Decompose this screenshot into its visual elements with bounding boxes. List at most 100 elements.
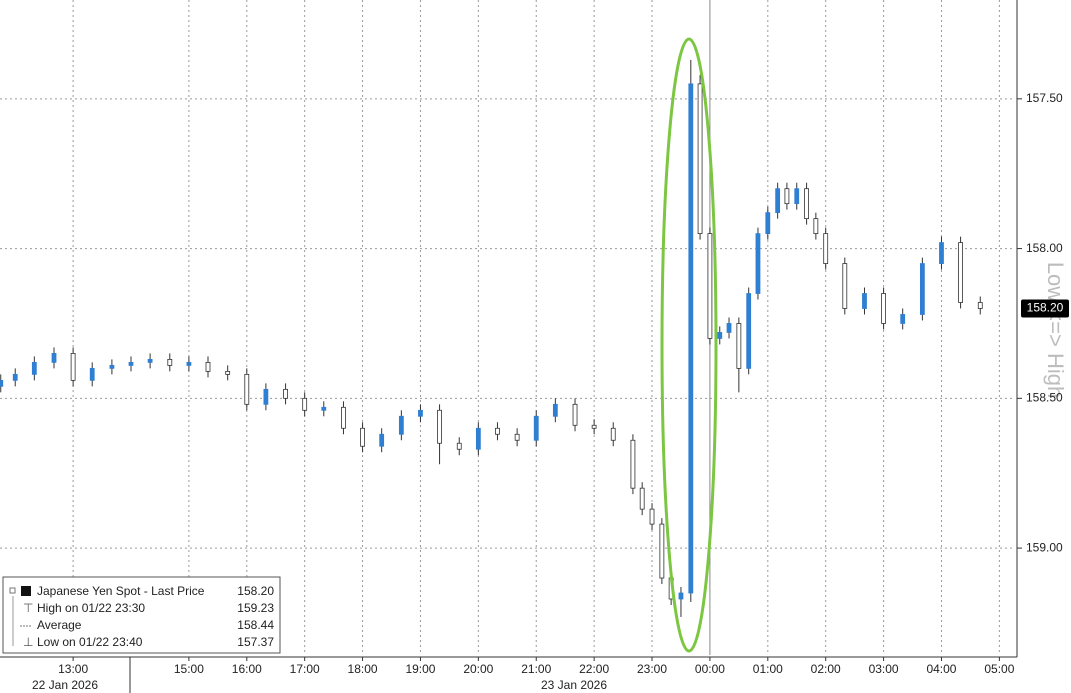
- x-tick-label: 19:00: [405, 662, 435, 676]
- candle-body: [765, 212, 771, 235]
- grid: [0, 0, 1015, 655]
- legend-icon: [21, 586, 31, 596]
- candle-body: [70, 353, 76, 381]
- x-tick-label: 15:00: [174, 662, 204, 676]
- candle-body: [939, 242, 944, 264]
- candle-body: [89, 367, 95, 381]
- legend-value: 158.20: [237, 584, 274, 598]
- candle-body: [552, 403, 558, 417]
- candle-body: [379, 433, 385, 447]
- x-tick-label: 23:00: [637, 662, 667, 676]
- y-tick-label: 158.00: [1026, 241, 1063, 255]
- x-tick-label: 00:00: [695, 662, 725, 676]
- last-price-label: 158.20: [1027, 301, 1064, 315]
- candle-body: [244, 373, 250, 405]
- date-label: 23 Jan 2026: [541, 678, 607, 692]
- candle-body: [514, 433, 520, 441]
- y-tick-label: 158.50: [1026, 391, 1063, 405]
- candle-body: [630, 439, 636, 489]
- x-tick-label: 16:00: [232, 662, 262, 676]
- candle-body: [0, 379, 4, 387]
- candle-body: [360, 427, 365, 447]
- candle-body: [495, 427, 500, 435]
- legend-label: Average: [37, 618, 82, 632]
- candle-body: [881, 293, 886, 324]
- candle-body: [167, 358, 173, 366]
- legend: Japanese Yen Spot - Last Price 158.20 ⊤ …: [2, 576, 281, 654]
- legend-box: [2, 576, 281, 654]
- candle-body: [610, 427, 616, 441]
- candle-body: [697, 83, 703, 235]
- candle-body: [813, 218, 819, 235]
- candle-body: [717, 332, 723, 339]
- x-tick-label: 13:00: [58, 662, 88, 676]
- candle-body: [726, 323, 732, 333]
- candle-body: [147, 358, 153, 363]
- candle-body: [746, 293, 752, 369]
- candle-body: [533, 415, 539, 441]
- legend-label: High on 01/22 23:30: [37, 601, 145, 615]
- candle-body: [678, 592, 684, 600]
- legend-icon: [9, 587, 16, 594]
- candle-body: [842, 263, 848, 309]
- date-label: 22 Jan 2026: [32, 678, 98, 692]
- last-price-tag: [1021, 299, 1069, 318]
- candle-body: [804, 188, 809, 220]
- candle-body: [900, 314, 906, 324]
- x-tick-label: 03:00: [869, 662, 899, 676]
- x-tick-label: 21:00: [521, 662, 551, 676]
- candle-body: [775, 188, 781, 214]
- candle-body: [688, 83, 694, 594]
- candle-body: [591, 424, 597, 429]
- candle-body: [919, 263, 925, 315]
- legend-icon: ⊥: [23, 635, 33, 649]
- candle-body: [437, 409, 442, 444]
- candle-body: [31, 361, 37, 375]
- x-tick-label: 18:00: [348, 662, 378, 676]
- y-tick-label: 157.50: [1026, 91, 1063, 105]
- candle-body: [341, 406, 346, 429]
- candle-body: [51, 353, 57, 363]
- candles: [0, 59, 983, 617]
- candle-body: [977, 302, 983, 309]
- candle-body: [736, 323, 742, 369]
- candle-body: [283, 388, 288, 399]
- candle-body: [862, 293, 867, 309]
- candle-body: [659, 523, 665, 579]
- candle-body: [639, 487, 645, 510]
- candle-body: [109, 364, 115, 369]
- x-tick-label: 20:00: [463, 662, 493, 676]
- x-tick-label: 04:00: [926, 662, 956, 676]
- candle-body: [321, 406, 327, 411]
- legend-label: Japanese Yen Spot - Last Price: [37, 584, 205, 598]
- candle-body: [398, 415, 404, 435]
- y-tick-label: 159.00: [1026, 540, 1063, 554]
- candle-body: [302, 397, 308, 411]
- x-tick-label: 02:00: [811, 662, 841, 676]
- legend-value: 159.23: [237, 601, 274, 615]
- highlight-ellipse: [660, 37, 718, 653]
- candle-body: [225, 370, 231, 375]
- candle-body: [649, 508, 655, 525]
- legend-label: Low on 01/22 23:40: [37, 635, 143, 649]
- axis-note: Low <=> High: [1043, 262, 1068, 398]
- candle-body: [707, 233, 713, 339]
- candle-body: [128, 361, 134, 366]
- candle-body: [755, 233, 761, 294]
- candle-body: [958, 242, 963, 303]
- x-tick-label: 05:00: [984, 662, 1014, 676]
- x-tick-label: 22:00: [579, 662, 609, 676]
- candle-body: [12, 373, 18, 381]
- candle-body: [263, 388, 269, 405]
- candle-body: [456, 442, 462, 450]
- candle-body: [784, 188, 790, 205]
- candle-body: [205, 361, 211, 372]
- candle-body: [186, 361, 192, 366]
- candle-body: [475, 427, 481, 450]
- legend-value: 158.44: [237, 618, 274, 632]
- legend-icon: ⊤: [23, 601, 33, 615]
- candle-body: [418, 409, 423, 417]
- candle-body: [794, 188, 800, 205]
- candle-body: [823, 233, 829, 264]
